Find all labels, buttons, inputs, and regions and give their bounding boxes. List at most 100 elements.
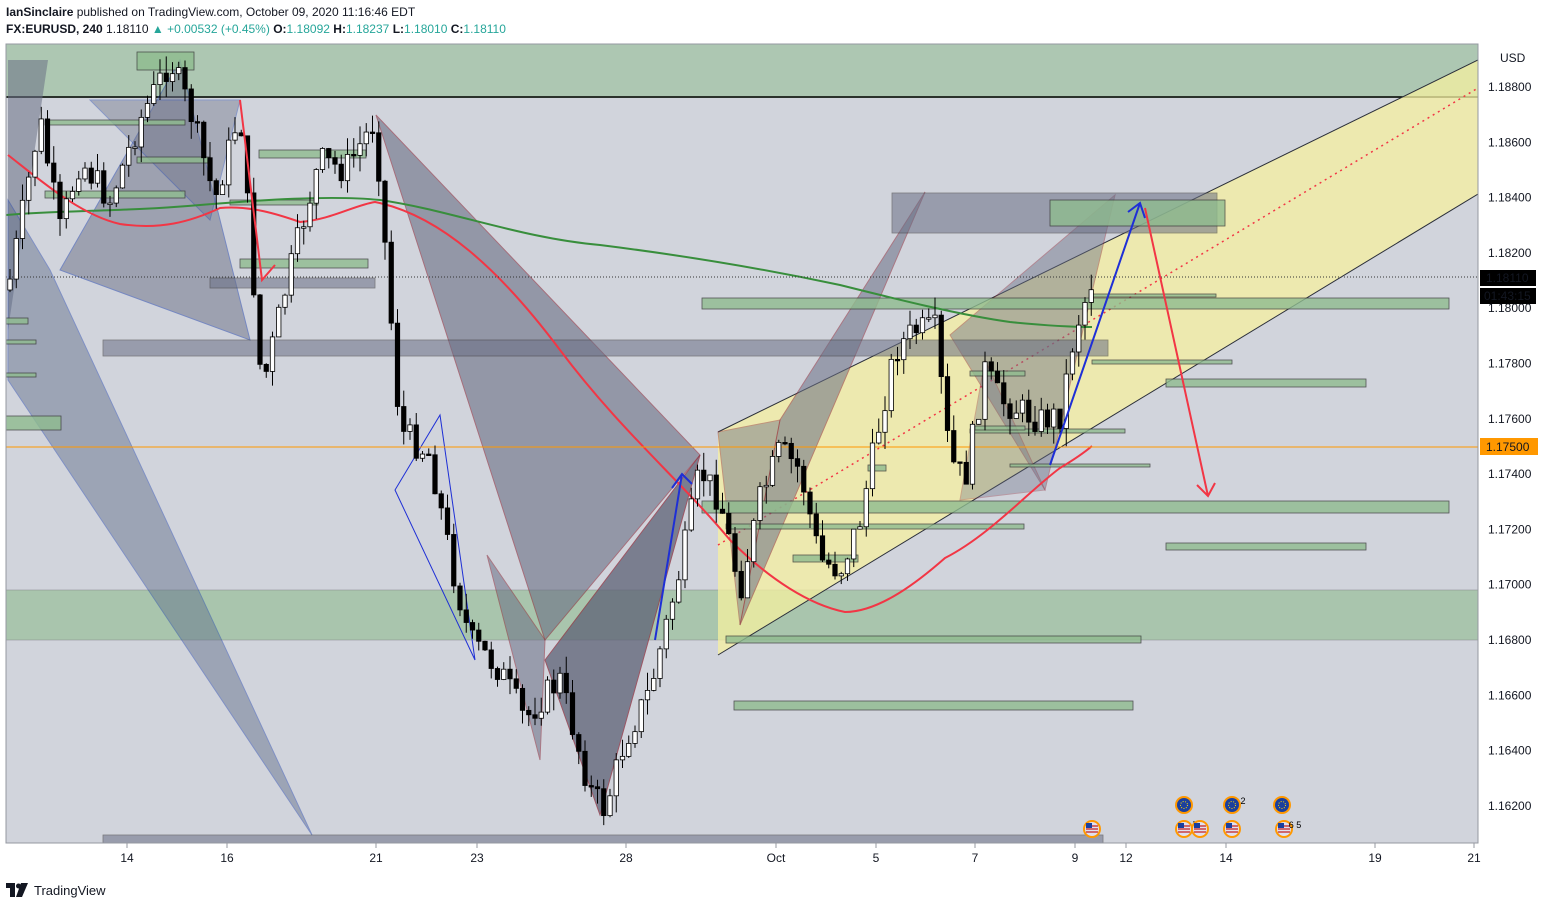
candle-body bbox=[494, 668, 501, 680]
price-tick-label: 1.18800 bbox=[1488, 80, 1532, 94]
tradingview-footer[interactable]: TradingView bbox=[6, 880, 106, 900]
candle-body bbox=[363, 131, 369, 145]
price-axis[interactable]: USD 1.18800 1.18600 1.18400 1.18200 1.18000 1… bbox=[1488, 51, 1532, 813]
candle-body bbox=[319, 148, 326, 170]
time-tick-label: 12 bbox=[1119, 851, 1133, 865]
candle-body bbox=[776, 442, 782, 457]
time-tick-label: 21 bbox=[1467, 851, 1481, 865]
candle-body bbox=[282, 294, 288, 308]
flag-canton bbox=[1178, 823, 1184, 828]
us-flag-icon[interactable] bbox=[1083, 820, 1101, 838]
up-arrow bbox=[1049, 202, 1141, 466]
high-value: 1.18237 bbox=[345, 22, 390, 36]
flag-canton bbox=[1278, 823, 1284, 828]
candle-body bbox=[644, 690, 651, 701]
candle-body bbox=[119, 164, 126, 189]
candle-body bbox=[507, 668, 513, 680]
economic-events[interactable]: 276 5 bbox=[1083, 796, 1301, 838]
candle-body bbox=[413, 424, 419, 459]
candle-body bbox=[913, 324, 919, 334]
candle-body bbox=[32, 150, 38, 178]
candle-body bbox=[1013, 412, 1019, 419]
candle-body bbox=[982, 361, 988, 420]
candle-body bbox=[832, 563, 838, 577]
candle-body bbox=[276, 306, 282, 338]
candle-body bbox=[951, 430, 957, 463]
candle-body bbox=[919, 317, 926, 334]
price-tick-label: 1.16800 bbox=[1488, 633, 1532, 647]
candle-body bbox=[538, 711, 544, 719]
candle-body bbox=[563, 672, 569, 694]
eu-flag-icon[interactable] bbox=[1273, 796, 1291, 814]
eu-flag-icon[interactable] bbox=[1175, 796, 1193, 814]
candle-body bbox=[69, 191, 76, 200]
symbol-name[interactable]: FX:EURUSD, 240 bbox=[6, 22, 103, 36]
event-flag bbox=[1177, 798, 1191, 812]
flag-canton bbox=[1194, 823, 1200, 828]
time-tick-label: 7 bbox=[972, 851, 979, 865]
candle-body bbox=[44, 118, 51, 164]
level-box bbox=[6, 415, 62, 431]
event-flag bbox=[1275, 798, 1289, 812]
time-tick-label: 21 bbox=[369, 851, 383, 865]
candle-body bbox=[51, 162, 57, 183]
candle-body bbox=[569, 692, 576, 735]
level-box bbox=[1165, 378, 1367, 388]
channel-lower-line bbox=[717, 193, 1478, 656]
last-price-tag-text: 1.18110 bbox=[1486, 271, 1529, 285]
candle-body bbox=[1069, 351, 1076, 375]
last-price: 1.18110 bbox=[106, 22, 149, 36]
price-tick-label: 1.16200 bbox=[1488, 799, 1532, 813]
author-name[interactable]: IanSinclaire bbox=[6, 5, 74, 19]
candle-body bbox=[619, 755, 626, 761]
candle-body bbox=[469, 622, 476, 631]
candle-body bbox=[226, 139, 232, 186]
candle-body bbox=[463, 609, 469, 623]
candle-body bbox=[444, 507, 451, 535]
us-flag-icon[interactable] bbox=[1191, 820, 1209, 838]
range-box bbox=[102, 339, 1109, 357]
down-arrow-head bbox=[1196, 482, 1216, 498]
projection-arrows bbox=[239, 99, 1216, 641]
us-flag-icon[interactable] bbox=[1223, 820, 1241, 838]
countdown-tag bbox=[1480, 288, 1536, 304]
flag-stars bbox=[1228, 801, 1236, 809]
time-tick-label: Oct bbox=[767, 851, 786, 865]
us-flag-icon[interactable]: 6 5 bbox=[1275, 820, 1301, 838]
candle-body bbox=[701, 469, 707, 482]
close-label: C: bbox=[450, 22, 464, 36]
time-tick-label: 5 bbox=[873, 851, 880, 865]
candle-body bbox=[894, 358, 901, 362]
candle-body bbox=[819, 535, 826, 561]
eu-flag-icon[interactable]: 2 bbox=[1223, 796, 1246, 814]
candle-body bbox=[1088, 289, 1094, 303]
candle-body bbox=[482, 640, 488, 651]
candle-body bbox=[344, 154, 351, 182]
candle-body bbox=[1082, 302, 1088, 326]
candle-body bbox=[432, 454, 438, 495]
time-axis[interactable]: 14 16 21 23 28 Oct 5 7 9 12 14 19 21 bbox=[120, 843, 1481, 865]
candle-body bbox=[201, 121, 207, 159]
candle-body bbox=[163, 72, 169, 82]
level-box bbox=[867, 464, 887, 472]
candle-body bbox=[419, 453, 426, 459]
time-tick-label: 23 bbox=[470, 851, 484, 865]
last-price-tag bbox=[1480, 270, 1536, 286]
level-box bbox=[6, 372, 37, 378]
candle-body bbox=[513, 678, 519, 689]
candle-body bbox=[388, 241, 394, 324]
time-tick-label: 28 bbox=[619, 851, 633, 865]
event-count: 2 bbox=[1240, 796, 1245, 806]
candle-body bbox=[376, 132, 382, 182]
candle-body bbox=[438, 493, 444, 509]
candle-body bbox=[938, 314, 944, 378]
candle-body bbox=[351, 154, 357, 157]
open-value: 1.18092 bbox=[286, 22, 330, 36]
price-tick-label: 1.17000 bbox=[1488, 578, 1532, 592]
level-box bbox=[1009, 463, 1151, 468]
candle-body bbox=[7, 278, 13, 291]
time-tick-label: 9 bbox=[1072, 851, 1079, 865]
level-box bbox=[701, 500, 1450, 514]
level-box bbox=[136, 156, 210, 164]
